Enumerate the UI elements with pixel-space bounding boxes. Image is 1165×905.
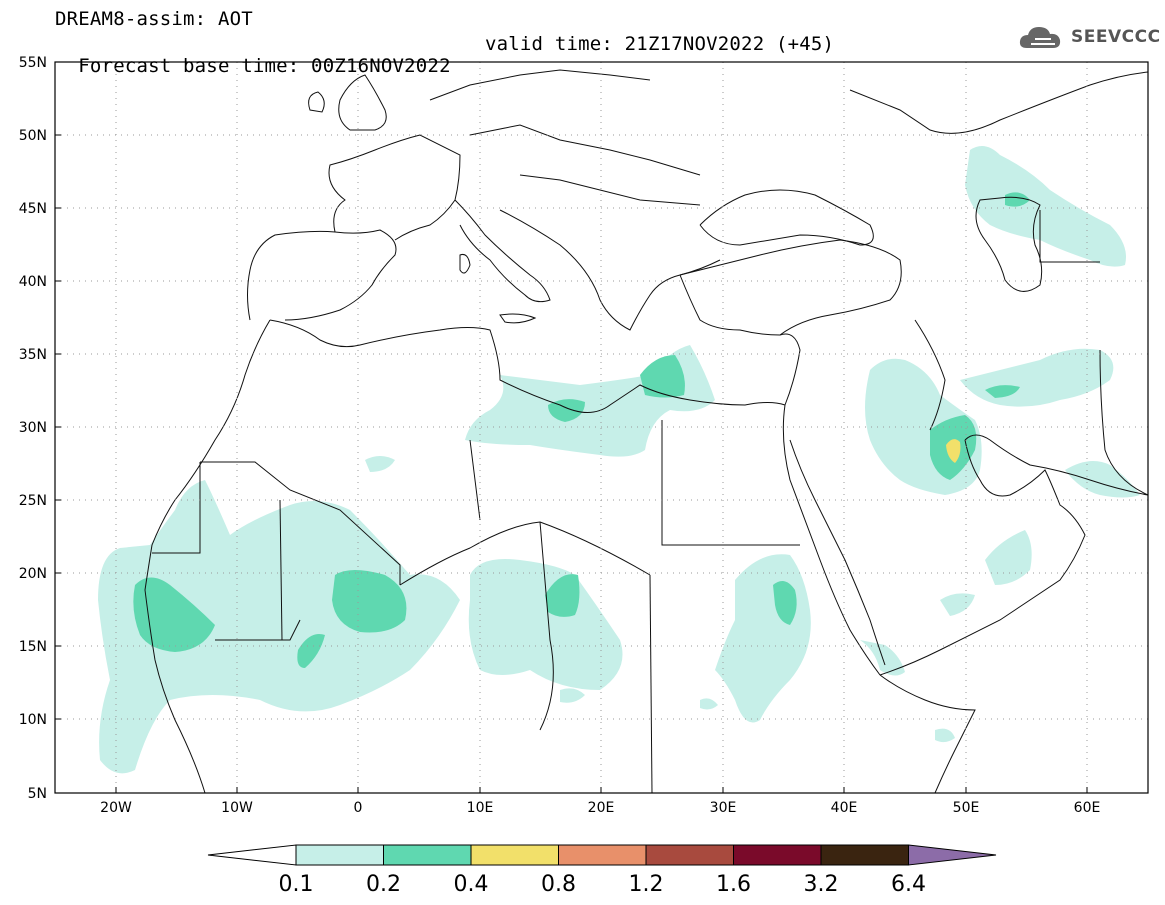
axis-ticks [55,61,1088,794]
lat-label: 50N [19,128,47,144]
graticule [55,62,1148,793]
colorbar-level: 1.6 [716,872,751,897]
base-time-label: Forecast base time: 00Z16NOV2022 [78,55,451,77]
lat-label: 15N [19,639,47,655]
colorbar-level: 0.2 [366,872,401,897]
lat-label: 25N [19,493,47,509]
colorbar-bin [470,844,559,866]
latitude-labels: 55N 50N 45N 40N 35N 30N 25N 20N 15N 10N … [19,55,47,802]
lon-label: 40E [831,800,858,816]
colorbar: 0.1 0.2 0.4 0.8 1.2 1.6 3.2 6.4 [207,844,997,897]
lat-label: 10N [19,712,47,728]
aot-low-regions [98,146,1140,774]
longitude-labels: 20W 10W 0 10E 20E 30E 40E 50E 60E [100,800,1100,816]
lat-label: 55N [19,55,47,71]
colorbar-bin [383,844,472,866]
lat-label: 45N [19,201,47,217]
colorbar-level: 0.8 [541,872,576,897]
colorbar-level: 1.2 [629,872,664,897]
colorbar-under-arrow [207,844,297,866]
colorbar-over-arrow [908,844,997,866]
lat-label: 30N [19,420,47,436]
lon-label: 30E [710,800,737,816]
colorbar-level: 3.2 [804,872,839,897]
aot-medium-regions [133,192,1030,668]
colorbar-level: 0.1 [279,872,314,897]
colorbar-bin [645,844,734,866]
lon-label: 20W [100,800,132,816]
map-title: DREAM8-assim: AOT [55,8,253,30]
colorbar-level: 6.4 [891,872,926,897]
colorbar-bin [558,844,647,866]
lon-label: 20E [588,800,615,816]
aot-high-regions [946,439,961,463]
colorbar-bin [733,844,822,866]
forecast-time-line: Forecast base time: 00Z16NOV2022 valid t… [55,33,834,99]
lat-label: 40N [19,274,47,290]
lat-label: 5N [28,786,47,802]
seevccc-logo: SEEVCCC [1017,22,1161,52]
lat-label: 20N [19,566,47,582]
lon-label: 10E [467,800,494,816]
lat-label: 35N [19,347,47,363]
colorbar-level: 0.4 [454,872,489,897]
colorbar-bin [820,844,909,866]
lon-label: 0 [354,800,363,816]
coastlines-borders [144,69,1148,793]
logo-text: SEEVCCC [1071,27,1161,47]
lon-label: 10W [221,800,253,816]
aot-map: 55N 50N 45N 40N 35N 30N 25N 20N 15N 10N … [19,55,1149,816]
valid-time-label: valid time: 21Z17NOV2022 (+45) [485,33,835,55]
colorbar-bin [295,844,384,866]
lon-label: 60E [1074,800,1101,816]
cloud-logo-icon [1019,27,1061,48]
lon-label: 50E [953,800,980,816]
